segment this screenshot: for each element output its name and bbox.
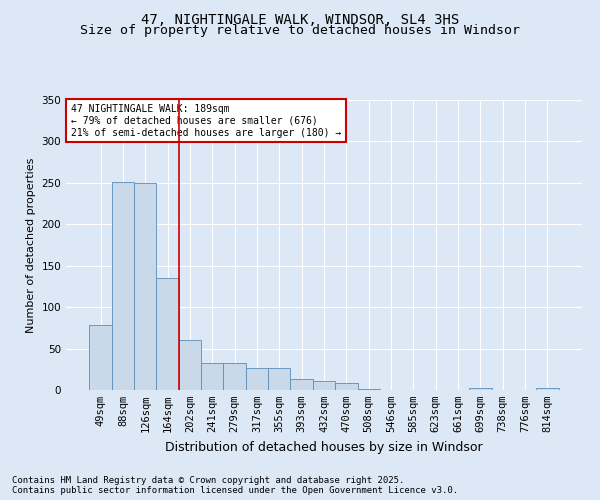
Text: Contains HM Land Registry data © Crown copyright and database right 2025.: Contains HM Land Registry data © Crown c…: [12, 476, 404, 485]
Text: Size of property relative to detached houses in Windsor: Size of property relative to detached ho…: [80, 24, 520, 37]
Text: Contains public sector information licensed under the Open Government Licence v3: Contains public sector information licen…: [12, 486, 458, 495]
Bar: [157, 278, 179, 390]
X-axis label: Distribution of detached houses by size in Windsor: Distribution of detached houses by size …: [165, 440, 483, 454]
Bar: [179, 340, 201, 390]
Bar: [134, 183, 157, 390]
Bar: [358, 389, 380, 390]
Bar: [89, 326, 112, 390]
Bar: [313, 381, 335, 390]
Text: 47, NIGHTINGALE WALK, WINDSOR, SL4 3HS: 47, NIGHTINGALE WALK, WINDSOR, SL4 3HS: [141, 12, 459, 26]
Bar: [469, 388, 491, 390]
Bar: [223, 364, 246, 390]
Y-axis label: Number of detached properties: Number of detached properties: [26, 158, 36, 332]
Bar: [536, 388, 559, 390]
Bar: [112, 182, 134, 390]
Bar: [335, 382, 358, 390]
Bar: [246, 368, 268, 390]
Bar: [268, 368, 290, 390]
Text: 47 NIGHTINGALE WALK: 189sqm
← 79% of detached houses are smaller (676)
21% of se: 47 NIGHTINGALE WALK: 189sqm ← 79% of det…: [71, 104, 341, 138]
Bar: [290, 379, 313, 390]
Bar: [201, 364, 223, 390]
